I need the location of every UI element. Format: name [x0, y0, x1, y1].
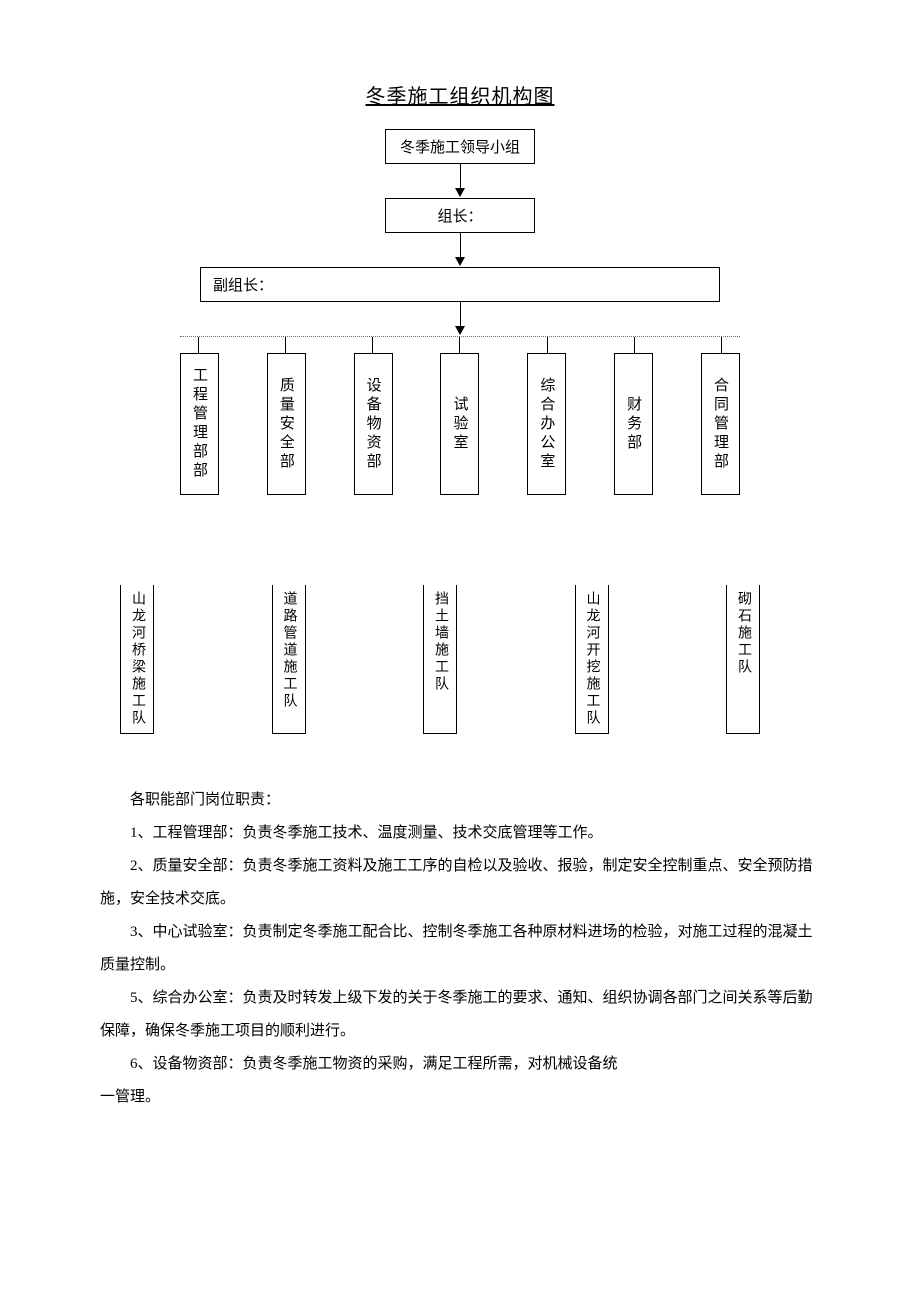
node-leadership-group: 冬季施工领导小组 [385, 129, 535, 164]
connector-line [459, 337, 460, 353]
body-item: 1、工程管理部：负责冬季施工技术、温度测量、技术交底管理等工作。 [100, 817, 820, 850]
connector-line [721, 337, 722, 353]
node-dept: 试验室 [440, 353, 479, 495]
node-dept: 质量安全部 [267, 353, 306, 495]
node-dept: 财务部 [614, 353, 653, 495]
body-item: 3、中心试验室：负责制定冬季施工配合比、控制冬季施工各种原材料进场的检验，对施工… [100, 916, 820, 982]
connector-line [372, 337, 373, 353]
body-tail: 一管理。 [100, 1081, 820, 1114]
flow-leader-row: 组长： [100, 198, 820, 233]
connector-drops [180, 337, 740, 353]
body-item: 5、综合办公室：负责及时转发上级下发的关于冬季施工的要求、通知、组织协调各部门之… [100, 982, 820, 1048]
node-team: 砌石施工队 [726, 585, 760, 734]
node-team: 道路管道施工队 [272, 585, 306, 734]
node-dept: 综合办公室 [527, 353, 566, 495]
page-title: 冬季施工组织机构图 [100, 80, 820, 109]
node-dept: 工程管理部部 [180, 353, 219, 495]
node-team: 山龙河桥梁施工队 [120, 585, 154, 734]
node-dept: 合同管理部 [701, 353, 740, 495]
department-row: 工程管理部部 质量安全部 设备物资部 试验室 综合办公室 财务部 合同管理部 [180, 353, 740, 495]
flow-top-row: 冬季施工领导小组 [100, 129, 820, 164]
body-item: 6、设备物资部：负责冬季施工物资的采购，满足工程所需，对机械设备统 [100, 1048, 820, 1081]
connector-line [285, 337, 286, 353]
body-heading: 各职能部门岗位职责： [100, 784, 820, 817]
body-text: 各职能部门岗位职责： 1、工程管理部：负责冬季施工技术、温度测量、技术交底管理等… [100, 784, 820, 1114]
flow-deputy-row: 副组长： [200, 267, 720, 302]
node-leader: 组长： [385, 198, 535, 233]
connector-line [634, 337, 635, 353]
connector-line [547, 337, 548, 353]
body-item: 2、质量安全部：负责冬季施工资料及施工工序的自检以及验收、报验，制定安全控制重点… [100, 850, 820, 916]
team-row: 山龙河桥梁施工队 道路管道施工队 挡土墙施工队 山龙河开挖施工队 砌石施工队 [160, 585, 760, 734]
connector-line [198, 337, 199, 353]
node-dept: 设备物资部 [354, 353, 393, 495]
node-deputy: 副组长： [200, 267, 720, 302]
node-team: 挡土墙施工队 [423, 585, 457, 734]
node-team: 山龙河开挖施工队 [575, 585, 609, 734]
